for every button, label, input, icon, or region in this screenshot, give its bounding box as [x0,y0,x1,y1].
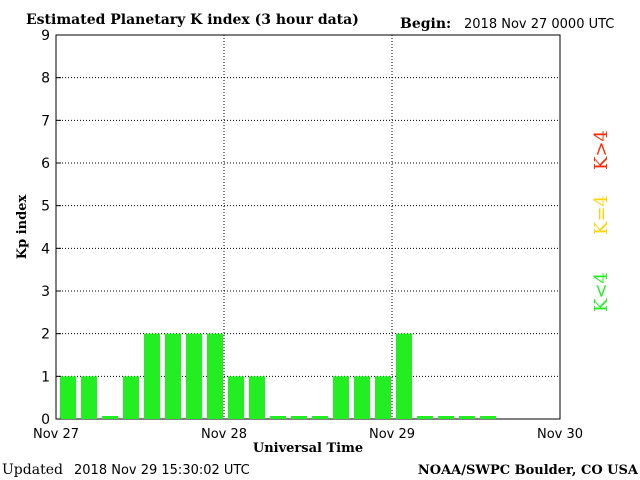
kp-bar [312,416,328,419]
chart-title: Estimated Planetary K index (3 hour data… [26,12,359,28]
y-tick-label: 7 [41,113,50,129]
y-tick-label: 1 [41,369,50,385]
bar-series [60,333,496,419]
y-tick-label: 2 [41,327,50,343]
updated-label: Updated [2,462,63,478]
legend-k-equal: K=4 [591,195,612,235]
y-tick-label: 4 [41,241,50,257]
legend-k-less: K<4 [591,272,612,312]
kp-bar [249,376,265,419]
kp-bar [417,416,433,419]
kp-bar [144,333,160,419]
legend-k-greater: K>4 [591,130,612,170]
y-tick-label: 8 [41,71,50,87]
begin-value: 2018 Nov 27 0000 UTC [464,17,614,32]
kp-bar [186,333,202,419]
kp-bar [459,416,475,419]
y-tick-label: 6 [41,156,50,172]
y-tick-label: 5 [41,199,50,215]
source-credit: NOAA/SWPC Boulder, CO USA [418,463,639,478]
x-tick-label: Nov 27 [33,427,79,442]
kp-bar [165,333,181,419]
kp-bar [480,416,496,419]
kp-bar [354,376,370,419]
kp-bar [60,376,76,419]
kp-bar [228,376,244,419]
y-tick-label: 9 [41,28,50,44]
kp-bar [207,333,223,419]
kp-bar [102,416,118,419]
grid-lines [56,35,560,419]
kp-bar [396,333,412,419]
begin-label: Begin: [400,16,451,32]
x-tick-label: Nov 30 [537,427,583,442]
x-axis-label: Universal Time [253,441,363,456]
y-axis-label: Kp index [15,195,30,260]
updated-value: 2018 Nov 29 15:30:02 UTC [74,463,250,478]
x-tick-label: Nov 29 [369,427,415,442]
kp-bar [270,416,286,419]
y-tick-label: 0 [41,412,50,428]
kp-bar [81,376,97,419]
x-tick-label: Nov 28 [201,427,247,442]
x-tick-labels: Nov 27 Nov 28 Nov 29 Nov 30 [33,427,583,442]
plot-frame [55,34,561,420]
kp-bar [291,416,307,419]
y-tick-labels: 0 1 2 3 4 5 6 7 8 9 [41,28,61,428]
y-tick-label: 3 [41,284,50,300]
kp-bar [375,376,391,419]
kp-bar [333,376,349,419]
kp-bar [123,376,139,419]
kp-bar [438,416,454,419]
